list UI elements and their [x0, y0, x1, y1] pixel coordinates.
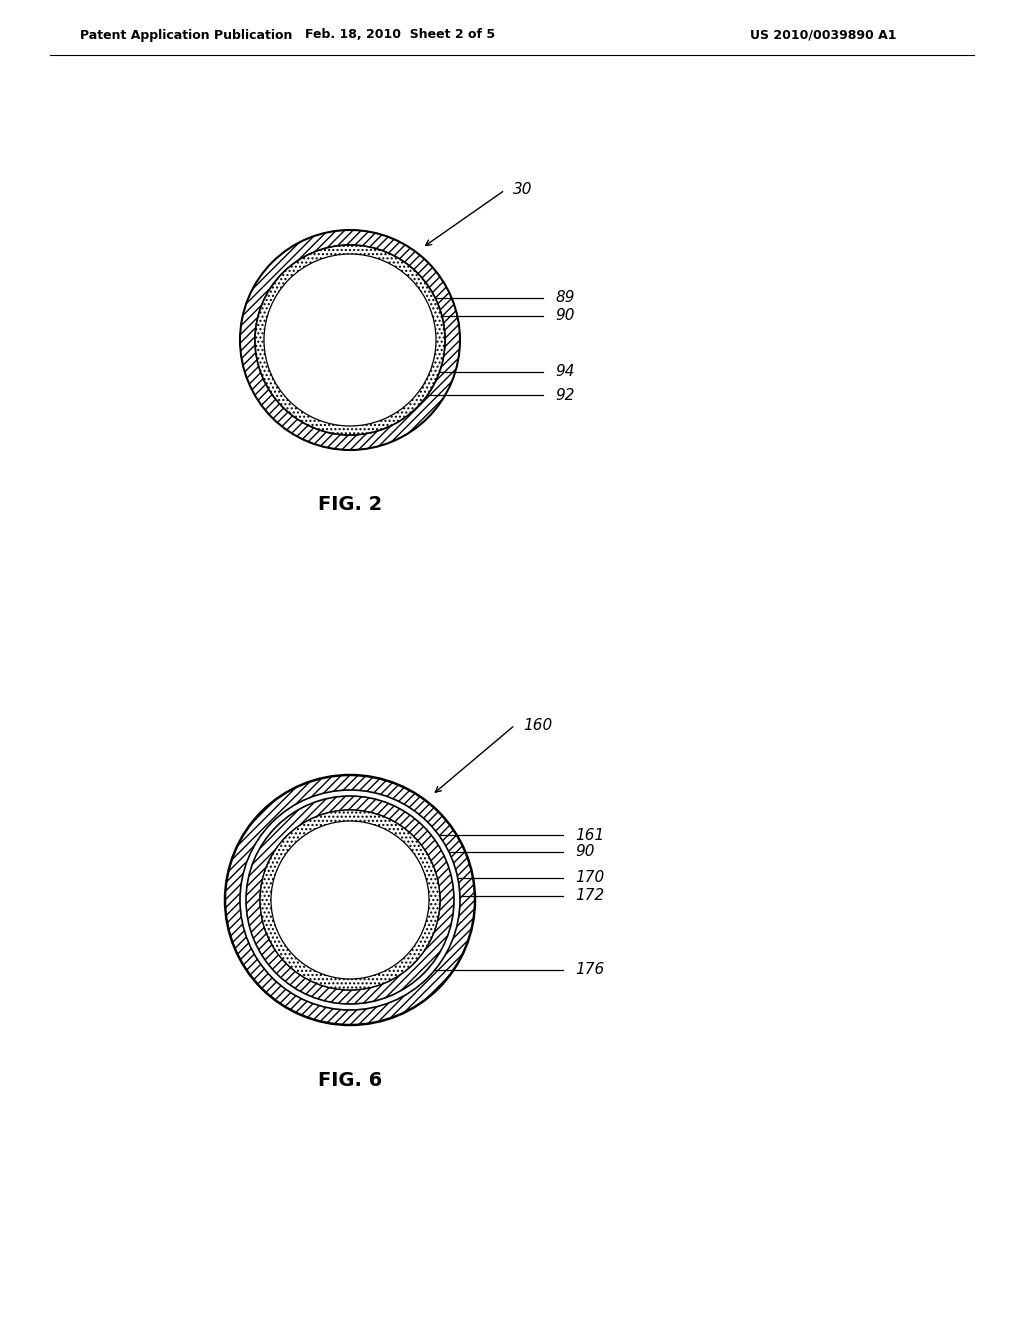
Ellipse shape: [255, 246, 445, 436]
Ellipse shape: [255, 246, 445, 436]
Text: 160: 160: [523, 718, 552, 733]
Ellipse shape: [225, 775, 475, 1026]
Text: 94: 94: [555, 364, 574, 380]
Ellipse shape: [260, 810, 440, 990]
Text: 161: 161: [575, 828, 604, 842]
Text: US 2010/0039890 A1: US 2010/0039890 A1: [750, 29, 896, 41]
Text: 176: 176: [575, 962, 604, 978]
Ellipse shape: [246, 796, 454, 1005]
Text: 172: 172: [575, 888, 604, 903]
Text: FIG. 2: FIG. 2: [317, 495, 382, 515]
Ellipse shape: [260, 810, 440, 990]
Text: 170: 170: [575, 870, 604, 886]
Text: FIG. 6: FIG. 6: [317, 1071, 382, 1089]
Ellipse shape: [240, 789, 460, 1010]
Text: 92: 92: [555, 388, 574, 403]
Text: 90: 90: [575, 845, 595, 859]
Text: 30: 30: [513, 182, 532, 198]
Ellipse shape: [271, 821, 429, 979]
Text: 90: 90: [555, 309, 574, 323]
Text: 89: 89: [555, 290, 574, 305]
Text: Patent Application Publication: Patent Application Publication: [80, 29, 293, 41]
Ellipse shape: [264, 253, 436, 426]
Text: Feb. 18, 2010  Sheet 2 of 5: Feb. 18, 2010 Sheet 2 of 5: [305, 29, 495, 41]
Ellipse shape: [240, 230, 460, 450]
